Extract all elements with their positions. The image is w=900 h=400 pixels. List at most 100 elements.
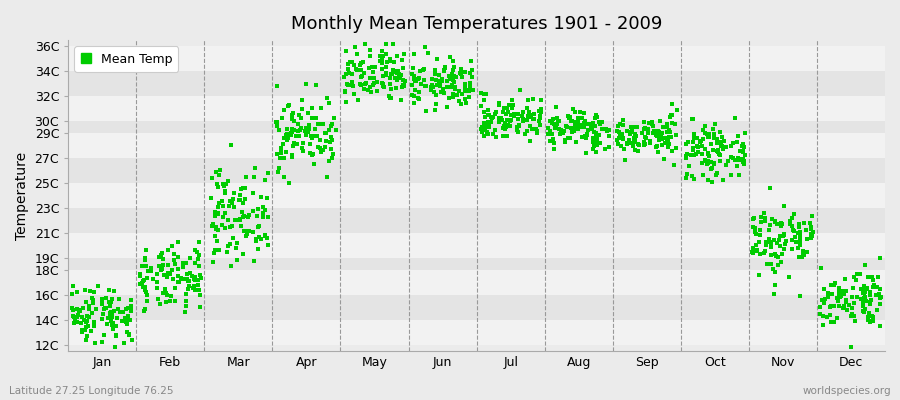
Point (725, 155, 740, 161)
Point (590, 136, 604, 143)
Point (112, 296, 127, 302)
Point (748, 225, 762, 231)
Point (436, 90, 451, 96)
Point (598, 146, 612, 152)
Point (706, 161, 721, 167)
Point (83, 288, 97, 294)
Point (647, 128, 662, 134)
Point (562, 135, 577, 142)
Point (502, 102, 517, 108)
Bar (68, 71, 885, 96)
Point (249, 238, 264, 244)
Point (752, 239, 766, 245)
Point (796, 251, 811, 258)
Point (804, 231, 818, 238)
Point (75, 329, 89, 335)
Point (116, 340, 130, 347)
Point (374, 66, 389, 72)
Point (250, 212, 265, 219)
Point (204, 223, 219, 229)
Point (171, 273, 185, 280)
Point (867, 282, 881, 288)
Point (590, 138, 604, 145)
Point (433, 83, 447, 89)
Point (664, 112, 679, 119)
Point (686, 145, 700, 151)
Point (544, 120, 559, 126)
Point (644, 140, 658, 146)
Point (258, 206, 273, 213)
Point (277, 155, 292, 162)
Point (572, 124, 586, 130)
Point (500, 109, 515, 116)
Point (662, 127, 676, 133)
Point (481, 123, 495, 130)
Point (718, 162, 733, 168)
Point (695, 142, 709, 149)
Point (489, 134, 503, 141)
Point (81, 323, 95, 329)
Point (486, 114, 500, 120)
Point (788, 234, 803, 241)
Point (354, 67, 368, 74)
Point (715, 134, 729, 140)
Point (521, 114, 535, 120)
Point (529, 126, 544, 133)
Point (397, 82, 411, 89)
Point (79, 337, 94, 343)
Point (543, 118, 557, 124)
Point (572, 108, 587, 115)
Point (752, 250, 767, 257)
Point (135, 280, 149, 287)
Point (226, 235, 240, 241)
Point (512, 123, 526, 130)
Point (408, 78, 422, 84)
Point (627, 137, 642, 143)
Point (797, 220, 812, 226)
Point (590, 112, 604, 118)
Point (505, 96, 519, 103)
Point (346, 90, 361, 97)
Point (577, 124, 591, 130)
Point (340, 66, 355, 72)
Point (843, 313, 858, 320)
Point (94, 301, 109, 307)
Point (412, 96, 427, 102)
Point (292, 112, 306, 118)
Point (119, 318, 133, 325)
Point (579, 150, 593, 156)
Text: Latitude 27.25 Longitude 76.25: Latitude 27.25 Longitude 76.25 (9, 386, 174, 396)
Point (799, 226, 814, 233)
Point (179, 276, 194, 282)
Point (511, 129, 526, 135)
Point (594, 118, 608, 125)
Point (588, 123, 602, 130)
Point (786, 226, 800, 233)
Point (577, 120, 591, 126)
Point (203, 195, 218, 202)
Point (713, 152, 727, 158)
Point (626, 134, 641, 141)
Point (625, 126, 639, 133)
Point (106, 320, 121, 326)
Point (494, 115, 508, 121)
Point (721, 158, 735, 164)
Point (697, 135, 711, 142)
Point (341, 61, 356, 67)
Point (548, 124, 562, 131)
Point (665, 148, 680, 155)
Point (777, 231, 791, 237)
Point (452, 98, 466, 104)
Point (662, 134, 676, 140)
Point (836, 305, 850, 312)
Point (291, 128, 305, 134)
Point (338, 71, 353, 77)
Point (104, 303, 118, 309)
Point (481, 107, 495, 113)
Point (441, 84, 455, 90)
Point (326, 151, 340, 157)
Point (256, 210, 270, 216)
Point (75, 327, 89, 334)
Point (695, 151, 709, 158)
Point (702, 134, 716, 140)
